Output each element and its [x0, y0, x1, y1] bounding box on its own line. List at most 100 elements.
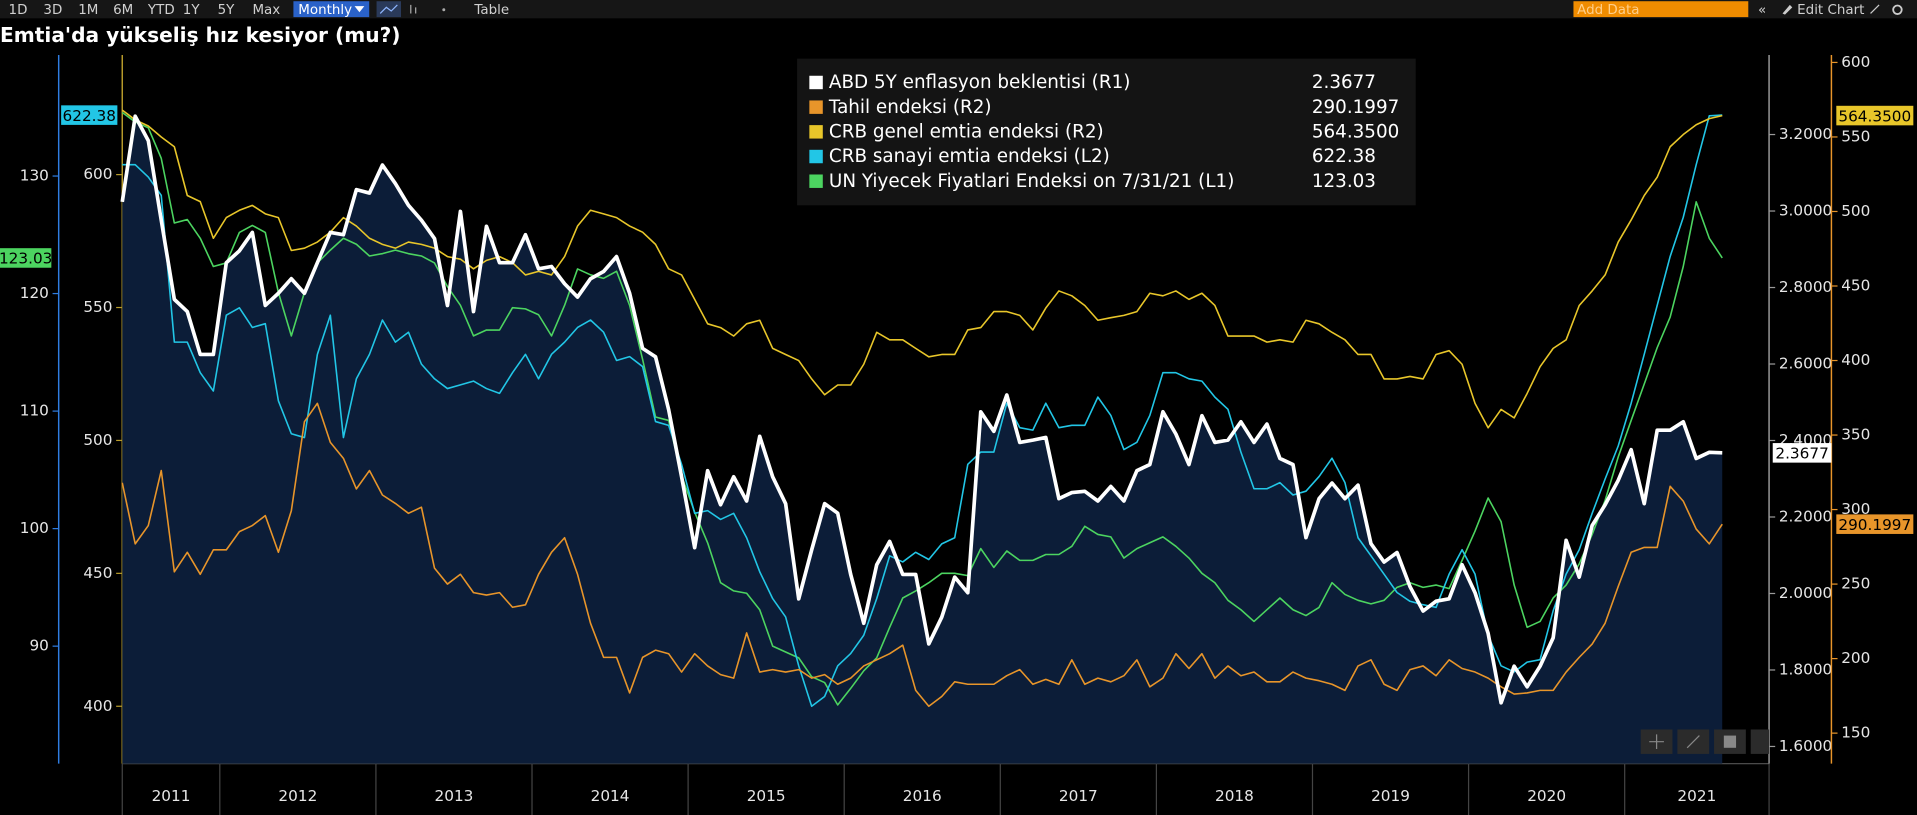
x-tick-label: 2021 [1677, 787, 1716, 805]
y-tick-label: 150 [1841, 724, 1870, 742]
overlay: 2.3677 290.1997 564.3500 622.38 123.03 ABD 5Y… [0, 58, 1914, 534]
value-tag [1772, 443, 1832, 463]
legend-swatch [809, 100, 823, 114]
y-tick-label: 2.2000 [1779, 507, 1832, 525]
edit-icon[interactable] [1782, 4, 1793, 15]
legend-label: Tahil endeksi (R2) [828, 97, 992, 118]
y-tick-label: 2.8000 [1779, 278, 1832, 296]
legend-value: 622.38 [1312, 146, 1376, 167]
y-tick-label: 600 [1841, 53, 1870, 71]
legend-swatch [809, 149, 823, 164]
pen-icon[interactable] [1870, 4, 1880, 14]
dropdown-icon[interactable] [354, 6, 365, 13]
range-button[interactable]: 6M [113, 3, 133, 18]
x-tick-label: 2014 [591, 787, 630, 805]
y-tick-label: 250 [1841, 575, 1870, 593]
x-tick-label: 2017 [1059, 787, 1098, 805]
legend-swatch [809, 125, 823, 139]
save-icon [1723, 735, 1737, 748]
x-tick-label: 2016 [903, 787, 942, 805]
y-tick-label: 1.8000 [1779, 660, 1832, 678]
y-tick-label: 400 [83, 697, 112, 715]
y-tick-label: 200 [1841, 649, 1870, 667]
y-tick-label: 500 [1841, 202, 1870, 220]
y-tick-label: 550 [1841, 127, 1870, 145]
y-tick-label: 600 [83, 165, 112, 183]
y-tick-label: 120 [20, 284, 49, 302]
add-data-placeholder[interactable]: Add Data [1577, 3, 1639, 18]
series-line [120, 114, 1723, 705]
x-tick-label: 2013 [435, 787, 474, 805]
x-tick-label: 2011 [152, 787, 191, 805]
range-button[interactable]: 3D [43, 3, 62, 18]
value-tag [61, 105, 118, 125]
range-button[interactable]: 1M [78, 3, 98, 18]
range-button[interactable]: 1Y [183, 3, 201, 18]
add-data-input[interactable] [1573, 1, 1749, 18]
legend-swatch [809, 75, 823, 90]
value-tag-label: 2.3677 [1775, 445, 1828, 463]
value-tag-label: 622.38 [63, 107, 116, 125]
y-tick-label: 130 [20, 167, 49, 185]
legend-value: 2.3677 [1312, 72, 1376, 93]
settings-icon[interactable] [1892, 4, 1903, 15]
x-tick-label: 2020 [1527, 787, 1566, 805]
series-line [121, 111, 1723, 706]
toolbar [0, 0, 1917, 19]
line-icon[interactable] [379, 4, 398, 14]
y-tick-label: 350 [1841, 426, 1870, 444]
edit-chart-button[interactable]: Edit Chart [1797, 3, 1864, 18]
legend-swatch [809, 174, 823, 188]
legend-label: ABD 5Y enflasyon beklentisi (R1) [829, 72, 1130, 93]
x-tick-label: 2019 [1371, 787, 1410, 805]
frequency-button[interactable] [293, 1, 370, 18]
y-tick-label: 2.0000 [1779, 584, 1832, 602]
bar-icon[interactable] [410, 4, 417, 14]
frequency-label[interactable]: Monthly [298, 3, 352, 18]
legend-value: 290.1997 [1312, 97, 1399, 118]
y-tick-label: 3.2000 [1779, 125, 1832, 143]
y-tick-label: 450 [1841, 277, 1870, 295]
legend-value: 564.3500 [1312, 121, 1399, 142]
plot: 2011 2012 2013 2014 2015 2016 2017 2018 2019 2020… [20, 53, 1870, 815]
value-tag-label: 564.3500 [1838, 107, 1911, 125]
value-tag-label: 290.1997 [1838, 516, 1911, 534]
more-icon[interactable] [442, 8, 446, 12]
y-tick-label: 110 [20, 402, 49, 420]
y-tick-label: 2.6000 [1779, 355, 1832, 373]
y-tick-label: 300 [1841, 500, 1870, 518]
range-button[interactable]: 5Y [218, 3, 236, 18]
range-button[interactable]: 1D [9, 3, 28, 18]
y-tick-label: 100 [20, 519, 49, 537]
x-tick-label: 2012 [278, 787, 317, 805]
x-tick-label: 2015 [747, 787, 786, 805]
legend-box [797, 58, 1416, 206]
table-button[interactable]: Table [473, 3, 509, 18]
y-tick-label: 550 [83, 298, 112, 316]
value-tag [1836, 105, 1914, 126]
chart-buttons [1640, 729, 1770, 754]
legend-label: CRB genel emtia endeksi (R2) [829, 121, 1104, 142]
value-tag [1836, 514, 1914, 534]
series-line [121, 109, 1723, 429]
y-tick-label: 450 [83, 564, 112, 582]
y-tick-label: 90 [29, 637, 48, 655]
y-tick-label: 500 [83, 431, 112, 449]
y-tick-label: 400 [1841, 351, 1870, 369]
pan-icon [1649, 734, 1664, 750]
legend-label: CRB sanayi emtia endeksi (L2) [829, 146, 1110, 167]
y-tick-label: 1.6000 [1779, 737, 1832, 755]
value-tag [0, 248, 52, 268]
chart-title: Emtia'da yükseliş hız kesiyor (mu?) [0, 23, 401, 47]
legend-label: UN Yiyecek Fiyatlari Endeksi on 7/31/21 … [829, 171, 1234, 192]
range-button[interactable]: Max [252, 3, 280, 18]
range-button[interactable]: YTD [147, 3, 175, 18]
legend-value: 123.03 [1312, 171, 1376, 192]
zoom-button[interactable] [1750, 729, 1770, 754]
series-line [121, 402, 1723, 708]
y-tick-label: 3.0000 [1779, 202, 1832, 220]
draw-icon [1686, 735, 1700, 749]
collapse-icon[interactable]: « [1758, 3, 1766, 18]
